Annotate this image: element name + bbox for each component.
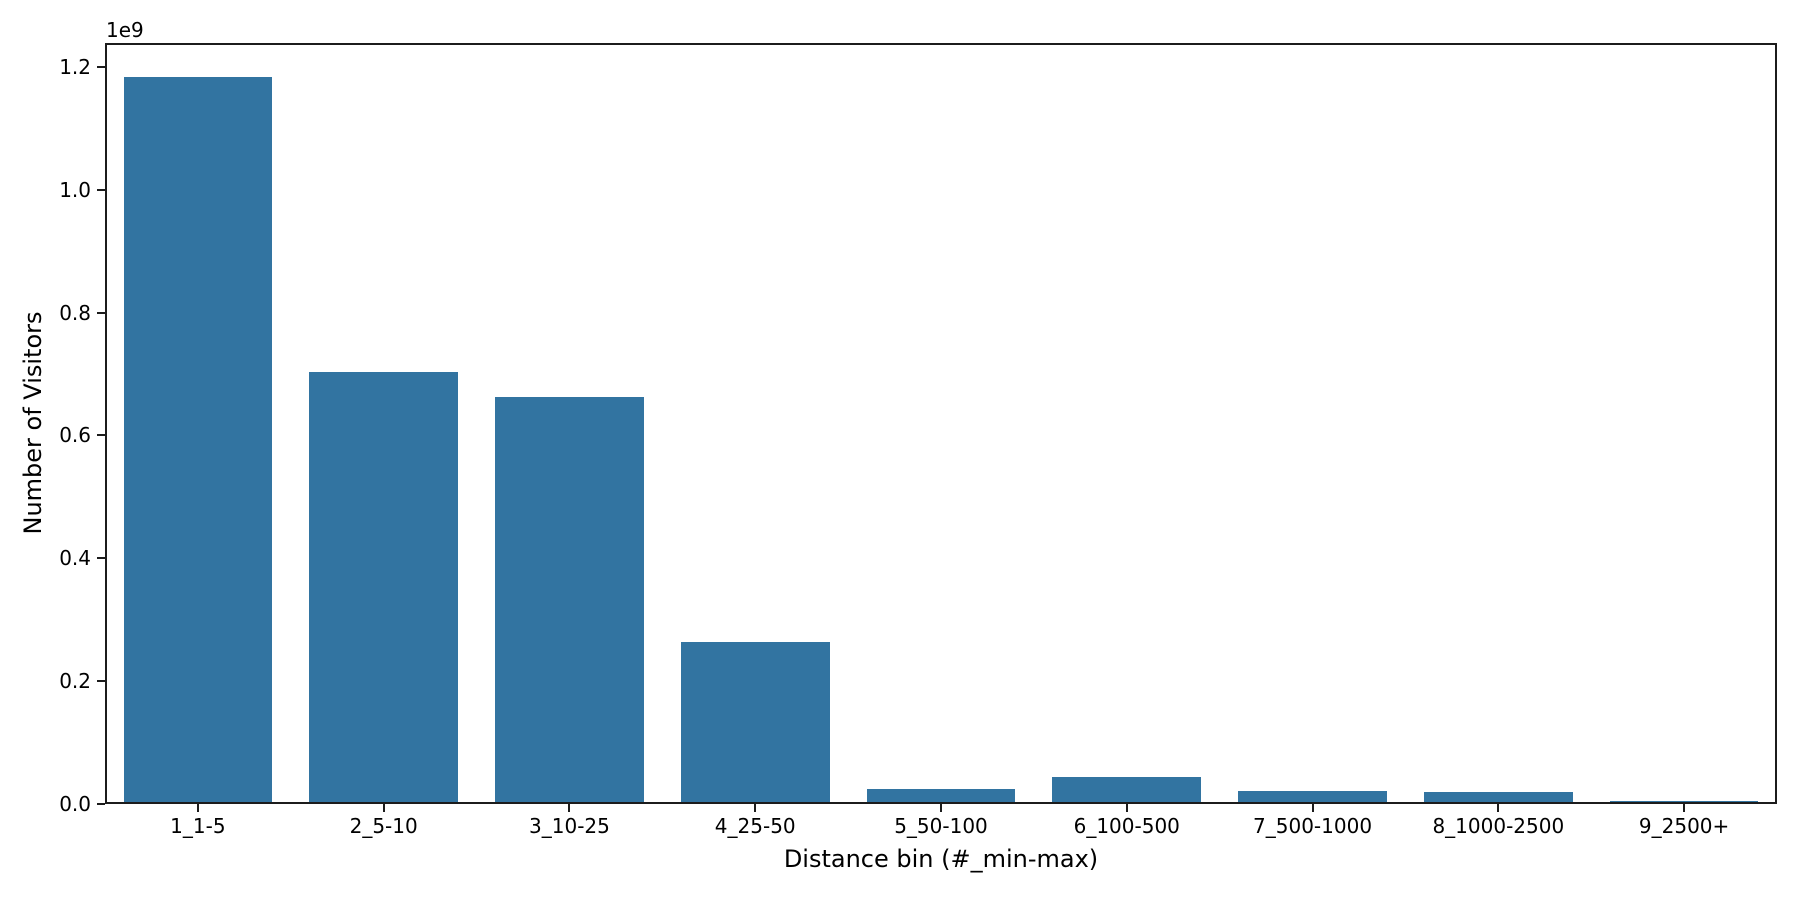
y-tick-mark (97, 803, 105, 805)
x-tick-label: 5_50-100 (894, 814, 988, 838)
x-tick-label: 3_10-25 (529, 814, 610, 838)
y-tick-label: 0.4 (59, 546, 91, 571)
y-tick-label: 1.0 (59, 177, 91, 202)
x-tick-mark (382, 804, 385, 812)
x-tick-mark (1125, 804, 1128, 812)
y-tick-label: 0.2 (59, 669, 91, 694)
x-tick-mark (754, 804, 757, 812)
y-tick-mark (97, 188, 105, 191)
y-tick-label: 0.6 (59, 423, 91, 448)
plot-area (105, 43, 1777, 804)
x-tick-mark (1497, 804, 1500, 812)
y-tick-mark (97, 434, 105, 437)
x-tick-label: 4_25-50 (714, 814, 796, 838)
bar (1238, 790, 1387, 802)
y-tick-mark (97, 680, 105, 683)
x-tick-label: 2_5-10 (349, 814, 418, 838)
x-tick-label: 8_1000-2500 (1432, 814, 1565, 838)
x-axis-label: Distance bin (#_min-max) (783, 845, 1099, 873)
x-tick-mark (1311, 804, 1314, 812)
x-tick-label: 6_100-500 (1073, 814, 1180, 838)
x-tick-mark (568, 804, 571, 812)
x-tick-mark (196, 804, 199, 812)
y-axis-offset-label: 1e9 (106, 18, 144, 42)
y-tick-label: 0.0 (59, 792, 91, 816)
y-tick-mark (97, 557, 105, 560)
bar (123, 77, 273, 802)
x-tick-mark (1683, 804, 1686, 812)
x-tick-label: 1_1-5 (170, 814, 226, 838)
bar (866, 788, 1016, 802)
bar (1052, 777, 1202, 802)
y-tick-label: 0.8 (59, 300, 91, 325)
y-tick-mark (97, 65, 105, 68)
x-tick-label: 7_500-1000 (1253, 814, 1373, 838)
x-tick-mark (940, 804, 942, 812)
bar (1424, 792, 1573, 802)
x-tick-label: 9_2500+ (1638, 814, 1730, 838)
bar (309, 372, 458, 802)
bar (680, 641, 830, 802)
y-tick-mark (97, 311, 105, 314)
y-tick-label: 1.2 (59, 54, 91, 79)
bar (1609, 801, 1759, 802)
bar (495, 396, 644, 802)
